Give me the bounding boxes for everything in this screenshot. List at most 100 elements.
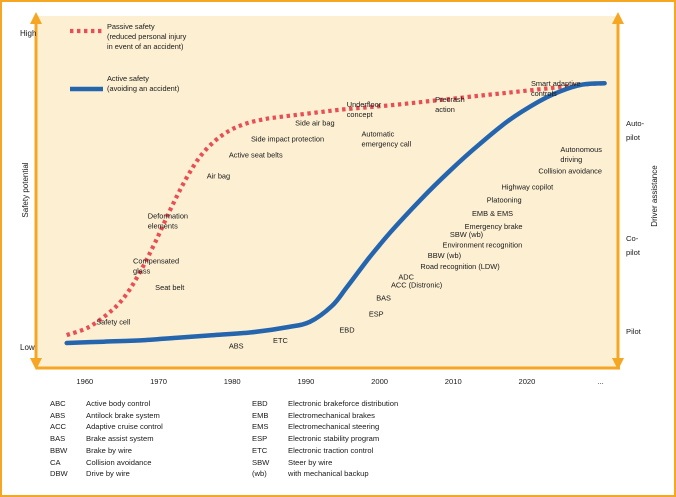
- active-annotation-1: ABS: [229, 341, 244, 350]
- passive-annotation-2: Seat belt: [155, 283, 184, 292]
- abbreviation-key: BBW: [50, 445, 68, 455]
- right-axis-tick-1: pilot: [626, 133, 641, 142]
- passive-annotation-8: Side air bag: [295, 119, 334, 128]
- abbreviation-value: Adaptive cruise control: [86, 422, 163, 432]
- abbreviation-key: BAS: [50, 434, 66, 444]
- abbreviation-value: Electronic traction control: [288, 445, 374, 455]
- active-annotation-2: ETC: [273, 336, 288, 345]
- abbreviation-value: Steer by wire: [288, 457, 333, 467]
- y-axis-label: Safety potential: [21, 162, 30, 217]
- abbreviation-value: Electromechanical brakes: [288, 410, 375, 420]
- passive-annotation-10-line-2: action: [435, 105, 455, 114]
- passive-annotation-3-line-2: glass: [133, 267, 151, 276]
- abbreviation-left-row: DBW Drive by wire: [50, 468, 310, 480]
- y-axis-right-arrowhead-up: [612, 12, 624, 24]
- abbreviation-value: Active body control: [86, 399, 151, 408]
- abbreviation-value: Brake by wire: [86, 445, 133, 455]
- active-annotation-4: ESP: [369, 310, 384, 319]
- legend-label-active-1: Active safety: [107, 74, 149, 83]
- active-annotation-12: Emergency brake: [465, 222, 523, 231]
- active-annotation-15: Highway copilot: [501, 182, 553, 191]
- abbreviation-left-row: BAS Brake assist system: [50, 433, 310, 445]
- active-annotation-13: EMB & EMS: [472, 209, 513, 218]
- x-tick-label-2: 1970: [150, 377, 167, 386]
- active-annotation-10: Environment recognition: [443, 241, 523, 250]
- x-tick-label-4: 1990: [297, 377, 314, 386]
- abbreviation-value: Electromechanical steering: [288, 422, 380, 432]
- abbreviation-key: ESP: [252, 434, 268, 444]
- abbreviation-key: SBW: [252, 457, 270, 467]
- y-tick-high: High: [20, 29, 36, 38]
- abbreviation-key: ABC: [50, 399, 66, 408]
- y-axis-right-arrowhead-down: [612, 358, 624, 370]
- abbreviation-value: Brake assist system: [86, 434, 154, 444]
- abbreviation-right-row: (wb) with mechanical backup: [252, 468, 512, 480]
- abbreviation-key: EMS: [252, 422, 269, 432]
- abbreviation-value: Drive by wire: [86, 469, 130, 479]
- abbreviation-left-row: ABS Antilock brake system: [50, 410, 310, 422]
- abbreviation-key: (wb): [252, 469, 267, 479]
- passive-annotation-9-line-2: concept: [347, 110, 373, 119]
- right-axis-tick-3: Pilot: [626, 327, 642, 336]
- passive-annotation-11-line-1: Smart adaptive: [531, 79, 581, 88]
- legend-label-passive-1: Passive safety: [107, 22, 155, 31]
- abbreviation-key: ACC: [50, 422, 67, 432]
- abbreviation-left-row: BBW Brake by wire: [50, 445, 310, 457]
- passive-annotation-4-line-2: elements: [148, 221, 178, 230]
- abbreviation-right-row: EBD Electronic brakeforce distribution: [252, 398, 512, 410]
- passive-annotation-4-line-1: Deformation: [148, 211, 188, 220]
- abbreviation-key: CA: [50, 457, 61, 467]
- active-annotation-6: ACC (Distronic): [391, 280, 442, 289]
- abbreviation-right-row: ETC Electronic traction control: [252, 445, 512, 457]
- right-axis-tick-2: Co-: [626, 234, 639, 243]
- passive-annotation-11-line-2: controls: [531, 89, 557, 98]
- abbreviation-column-right: EBD Electronic brakeforce distribution EMB…: [252, 398, 512, 480]
- abbreviation-key: ETC: [252, 445, 268, 455]
- middle-annotation-1-line-1: Automatic: [361, 129, 394, 138]
- middle-annotation-1-line-2: emergency call: [361, 139, 411, 148]
- x-tick-label-5: 2000: [371, 377, 388, 386]
- abbreviation-value: with mechanical backup: [288, 469, 369, 479]
- legend-label-active-2: (avoiding an accident): [107, 84, 179, 93]
- abbreviation-right-row: ESP Electronic stability program: [252, 433, 512, 445]
- abbreviation-value: Electronic brakeforce distribution: [288, 399, 399, 408]
- passive-annotation-10-line-1: Precrash: [435, 95, 465, 104]
- abbreviation-left-row: ABC Active body control: [50, 398, 310, 410]
- passive-annotation-5: Air bag: [207, 172, 230, 181]
- abbreviation-right-row: EMS Electromechanical steering: [252, 421, 512, 433]
- abbreviation-right-row: EMB Electromechanical brakes: [252, 410, 512, 422]
- legend-label-passive-2: (reduced personal injury: [107, 32, 187, 41]
- active-annotation-8: Road recognition (LDW): [420, 262, 499, 271]
- y-tick-low: Low: [20, 343, 35, 352]
- abbreviation-key: DBW: [50, 469, 68, 479]
- passive-annotation-7: Side impact protection: [251, 135, 324, 144]
- active-annotation-7: ADC: [398, 272, 414, 281]
- abbreviation-key: ABS: [50, 410, 66, 420]
- active-annotation-9: BBW (wb): [428, 251, 461, 260]
- x-tick-label-1: 1960: [76, 377, 93, 386]
- abbreviation-left-row: CA Collision avoidance: [50, 457, 310, 469]
- legend-label-passive-3: in event of an accident): [107, 42, 183, 51]
- abbreviation-right-row: SBW Steer by wire: [252, 457, 512, 469]
- passive-annotation-6: Active seat belts: [229, 151, 283, 160]
- passive-annotation-1: Safety cell: [96, 317, 130, 326]
- active-annotation-3: EBD: [339, 325, 354, 334]
- active-annotation-11: SBW (wb): [450, 230, 483, 239]
- passive-annotation-9-line-1: Underfloor: [347, 100, 382, 109]
- passive-safety-line: [65, 81, 605, 338]
- x-tick-label-7: 2020: [518, 377, 535, 386]
- y-axis-left-arrowhead-down: [30, 358, 42, 370]
- abbreviation-value: Antilock brake system: [86, 410, 160, 420]
- right-axis-tick-2: pilot: [626, 248, 641, 257]
- y-axis-left-arrowhead-up: [30, 12, 42, 24]
- abbreviation-value: Collision avoidance: [86, 457, 152, 467]
- right-axis-tick-1: Auto-: [626, 119, 645, 128]
- abbreviation-value: Electronic stability program: [288, 434, 380, 444]
- active-annotation-14: Platooning: [487, 196, 522, 205]
- x-tick-label-6: 2010: [445, 377, 462, 386]
- active-annotation-5: BAS: [376, 294, 391, 303]
- abbreviation-column-left: ABC Active body control ABS Antilock brake …: [50, 398, 310, 480]
- active-annotation-17-line-1: Autonomous: [560, 145, 602, 154]
- abbreviation-key: EMB: [252, 410, 269, 420]
- safety-chart: High Low Safety potential Driver assistance…: [20, 12, 659, 386]
